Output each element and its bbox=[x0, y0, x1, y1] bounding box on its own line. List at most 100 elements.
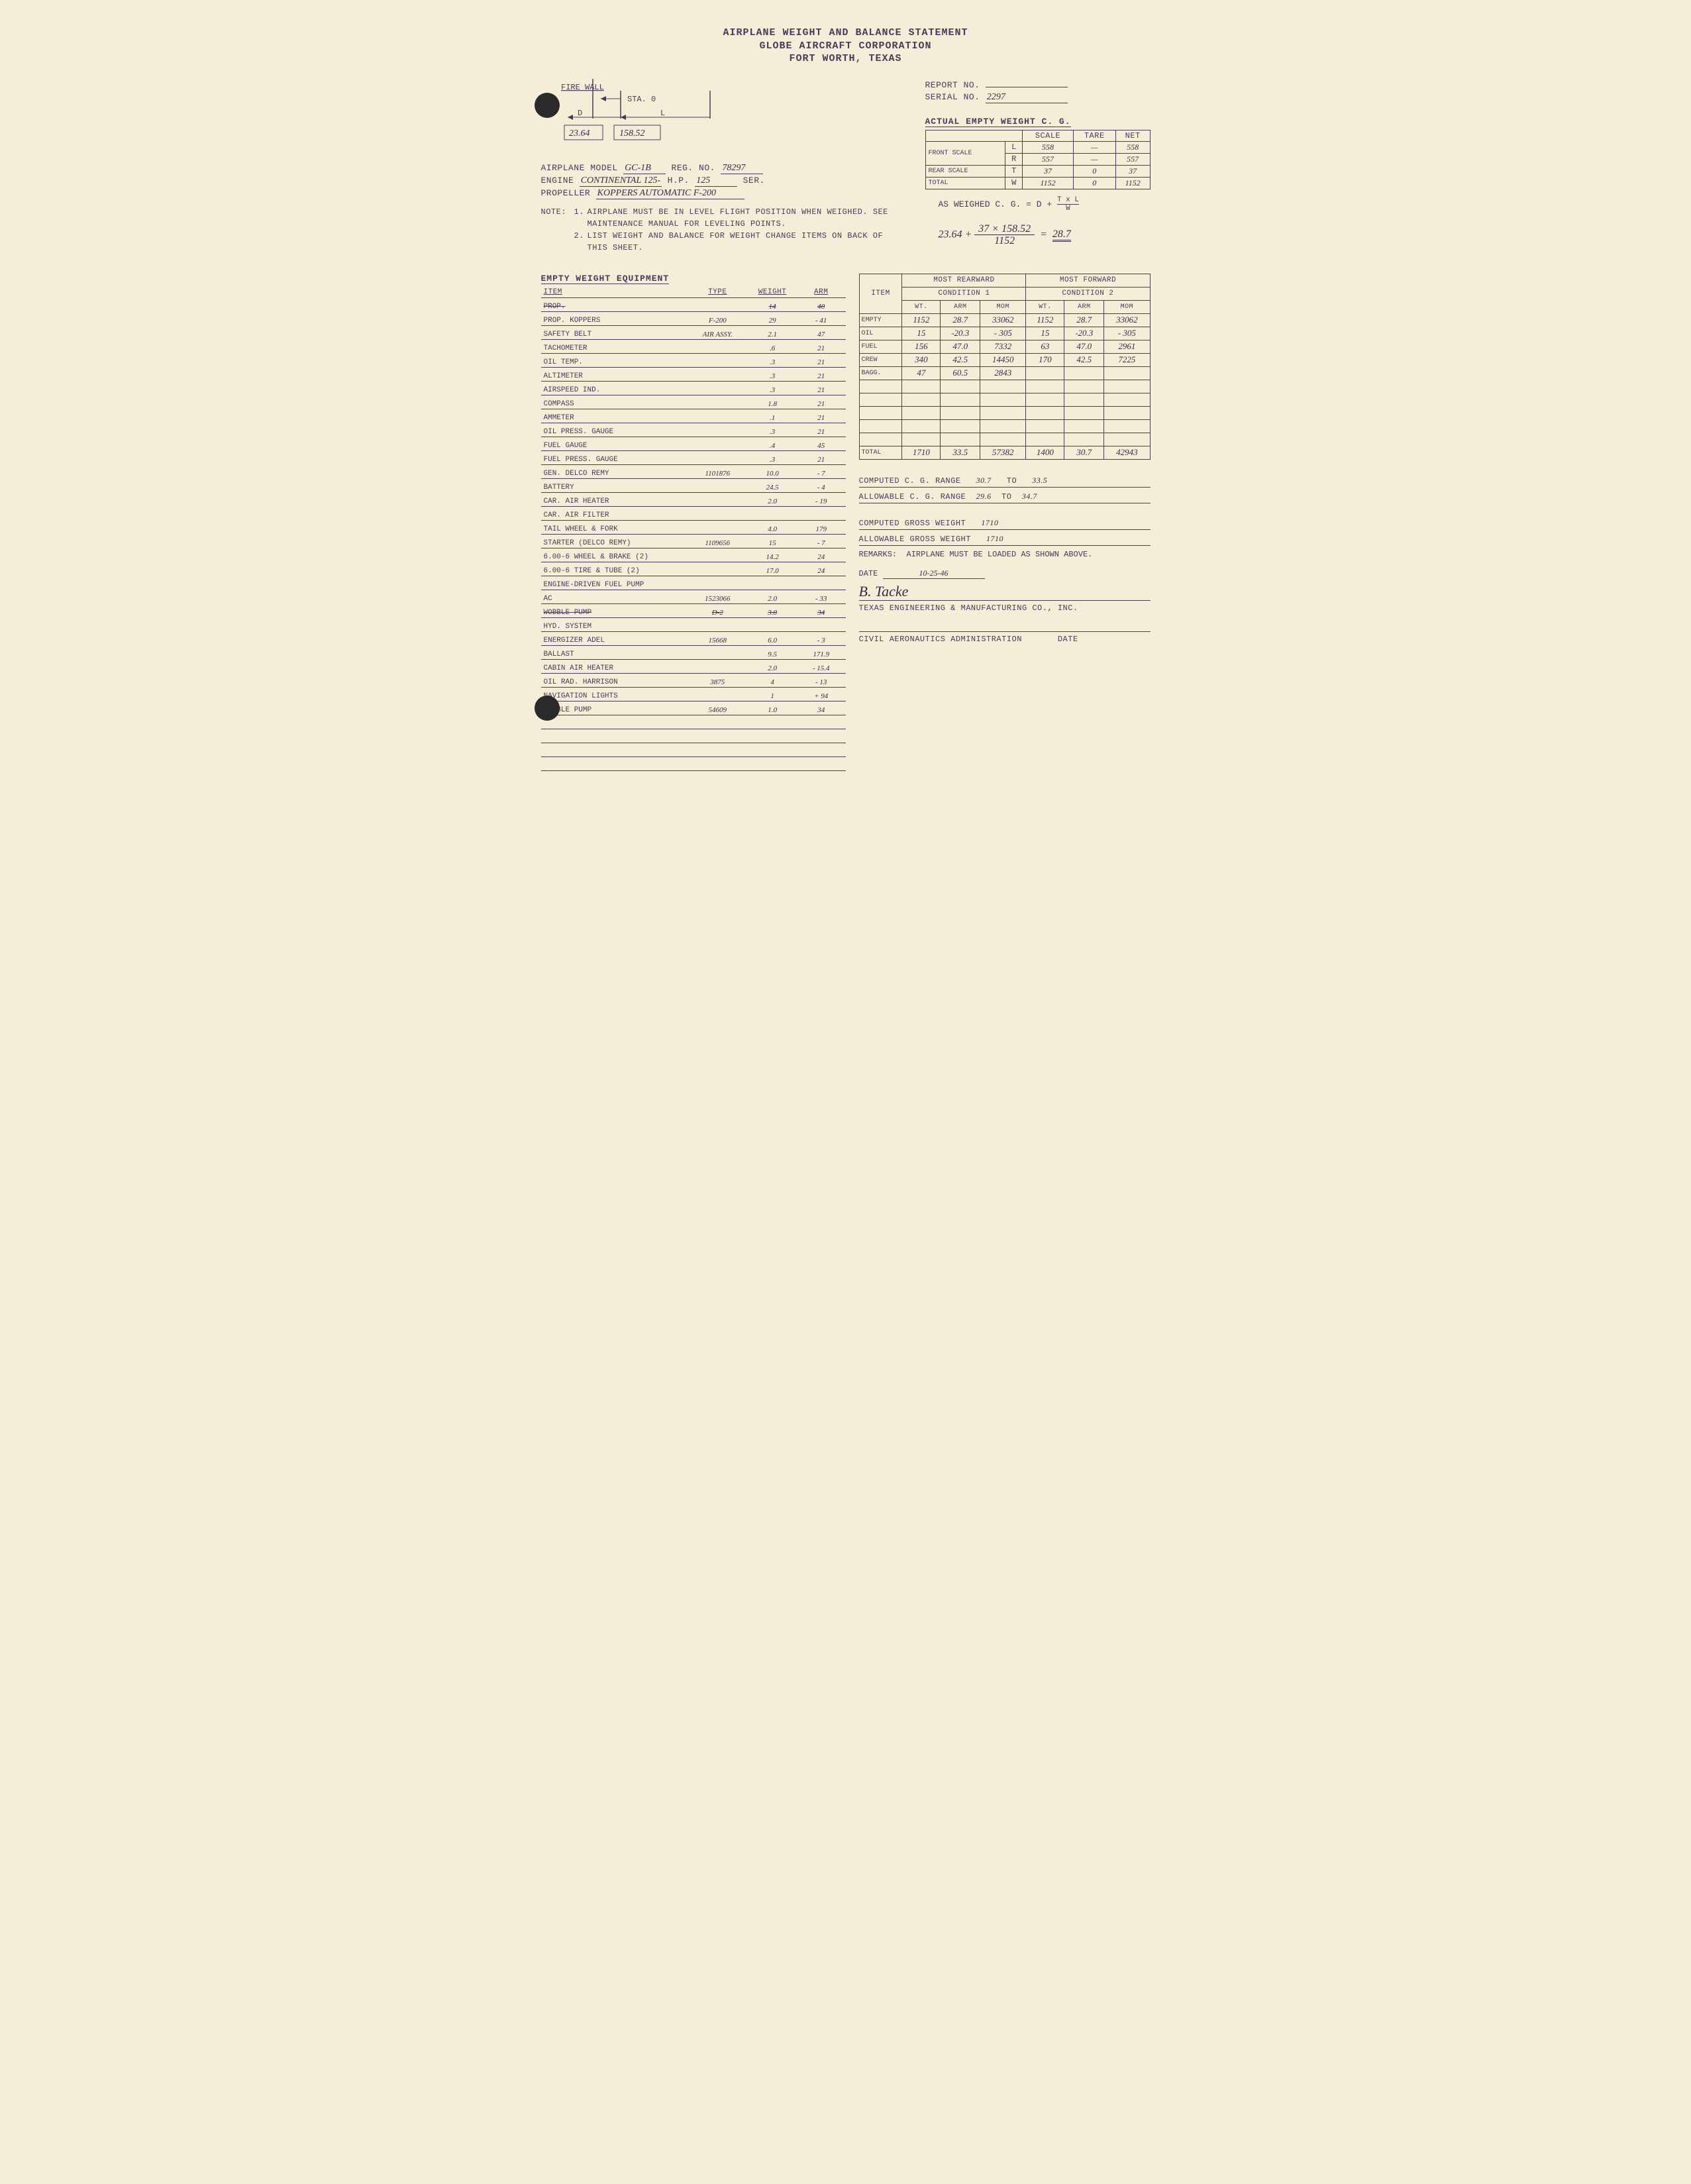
prop-value: KOPPERS AUTOMATIC F-200 bbox=[596, 188, 744, 199]
cg-range-label: COMPUTED C. G. RANGE bbox=[859, 476, 961, 486]
conditions-row bbox=[859, 393, 1150, 406]
punch-hole-top bbox=[535, 93, 560, 118]
cond-head-fwd-sub: CONDITION 2 bbox=[1026, 287, 1150, 300]
equipment-row: HYD. SYSTEM bbox=[541, 617, 846, 631]
note-2-text: LIST WEIGHT AND BALANCE FOR WEIGHT CHANG… bbox=[588, 230, 905, 254]
equipment-table: ITEM TYPE WEIGHT ARM PROP.1440PROP. KOPP… bbox=[541, 287, 846, 771]
calc-top: 37 × 158.52 bbox=[974, 223, 1035, 235]
conditions-row bbox=[859, 380, 1150, 393]
prop-label: PROPELLER bbox=[541, 188, 591, 198]
equipment-row: CABIN AIR HEATER2.0- 15.4 bbox=[541, 659, 846, 673]
equipment-row bbox=[541, 756, 846, 770]
allow-cg-to: 34.7 bbox=[1022, 492, 1037, 501]
conditions-row: BAGG.4760.52843 bbox=[859, 366, 1150, 380]
header-company: GLOBE AIRCRAFT CORPORATION bbox=[541, 40, 1151, 53]
conditions-row bbox=[859, 406, 1150, 419]
calc-bot: 1152 bbox=[994, 235, 1015, 246]
l-value: 158.52 bbox=[619, 129, 645, 138]
cond-rear-arm: ARM bbox=[941, 300, 980, 313]
equipment-row: WOBBLE PUMPD-23.034 bbox=[541, 603, 846, 617]
engine-value: CONTINENTAL 125- bbox=[580, 176, 662, 187]
conditions-row bbox=[859, 419, 1150, 433]
signer: TEXAS ENGINEERING & MANUFACTURING CO., I… bbox=[859, 603, 1151, 613]
equipment-row: TACHOMETER.621 bbox=[541, 339, 846, 353]
formula-bot: W bbox=[1066, 205, 1070, 213]
caa-date-label: DATE bbox=[1058, 635, 1078, 644]
conditions-row: EMPTY115228.733062115228.733062 bbox=[859, 313, 1150, 327]
notes-block: NOTE: 1. AIRPLANE MUST BE IN LEVEL FLIGH… bbox=[541, 206, 905, 254]
remarks-label: REMARKS: bbox=[859, 550, 897, 559]
cond-rear-mom: MOM bbox=[980, 300, 1026, 313]
allow-cg-from: 29.6 bbox=[976, 492, 992, 501]
formula-top: T x L bbox=[1057, 196, 1079, 204]
gross-label: COMPUTED GROSS WEIGHT bbox=[859, 519, 966, 528]
conditions-row: CREW34042.51445017042.57225 bbox=[859, 353, 1150, 366]
hp-label: H.P. bbox=[668, 176, 690, 185]
equipment-row: ENGINE-DRIVEN FUEL PUMP bbox=[541, 576, 846, 590]
equipment-row bbox=[541, 715, 846, 729]
equipment-row bbox=[541, 743, 846, 756]
equipment-row: ENERGIZER ADEL156686.0- 3 bbox=[541, 631, 846, 645]
equipment-row: ALTIMETER.321 bbox=[541, 367, 846, 381]
calc-plus: + bbox=[965, 229, 972, 240]
cond-col-item: ITEM bbox=[859, 274, 902, 313]
signature: B. Tacke bbox=[859, 583, 1151, 601]
model-label: AIRPLANE MODEL bbox=[541, 163, 618, 173]
equipment-row: AIRSPEED IND..321 bbox=[541, 381, 846, 395]
equipment-row: OIL PRESS. GAUGE.321 bbox=[541, 423, 846, 437]
note-1-text: AIRPLANE MUST BE IN LEVEL FLIGHT POSITIO… bbox=[588, 206, 905, 230]
l-label: L bbox=[660, 109, 665, 118]
cond-head-fwd: MOST FORWARD bbox=[1026, 274, 1150, 287]
formula-label: AS WEIGHED C. G. = D + bbox=[939, 199, 1052, 209]
actual-weight-row: TOTALW115201152 bbox=[925, 177, 1150, 189]
gross-value: 1710 bbox=[981, 518, 998, 527]
equipment-row bbox=[541, 729, 846, 743]
actual-weight-table: SCALE TARE NET FRONT SCALEL558—558R557—5… bbox=[925, 130, 1151, 189]
date-value: 10-25-46 bbox=[883, 568, 985, 579]
reg-label: REG. NO. bbox=[672, 163, 715, 173]
fire-wall-label: FIRE WALL bbox=[561, 83, 604, 92]
conditions-row: OIL15-20.3- 30515-20.3- 305 bbox=[859, 327, 1150, 340]
allow-gross-value: 1710 bbox=[986, 534, 1003, 543]
equipment-row: COMPASS1.821 bbox=[541, 395, 846, 409]
equipment-row: NAVIGATION LIGHTS1+ 94 bbox=[541, 687, 846, 701]
cond-head-rear-sub: CONDITION 1 bbox=[902, 287, 1026, 300]
cond-head-rear: MOST REARWARD bbox=[902, 274, 1026, 287]
equipment-row: GEN. DELCO REMY110187610.0- 7 bbox=[541, 464, 846, 478]
equipment-row: FUEL GAUGE.445 bbox=[541, 437, 846, 450]
note-label: NOTE: bbox=[541, 206, 574, 230]
cg-range-to: 33.5 bbox=[1032, 476, 1047, 485]
equipment-row: AMMETER.121 bbox=[541, 409, 846, 423]
reg-value: 78297 bbox=[721, 163, 763, 174]
conditions-row: FUEL15647.073326347.02961 bbox=[859, 340, 1150, 353]
calc-d: 23.64 bbox=[939, 229, 962, 240]
calc-result: 28.7 bbox=[1052, 229, 1071, 242]
equipment-row: CAR. AIR FILTER bbox=[541, 506, 846, 520]
document-header: AIRPLANE WEIGHT AND BALANCE STATEMENT GL… bbox=[541, 26, 1151, 66]
equipment-row: PROP.1440 bbox=[541, 297, 846, 311]
note-2-num: 2. bbox=[574, 230, 588, 254]
cond-rear-wt: WT. bbox=[902, 300, 941, 313]
equipment-title: EMPTY WEIGHT EQUIPMENT bbox=[541, 274, 670, 284]
allow-cg-label: ALLOWABLE C. G. RANGE bbox=[859, 492, 966, 501]
ser-label: SER. bbox=[743, 176, 765, 185]
equipment-row: OIL RAD. HARRISON38754- 13 bbox=[541, 673, 846, 687]
calc-eq: = bbox=[1040, 229, 1047, 240]
equipment-row: BATTERY24.5- 4 bbox=[541, 478, 846, 492]
equipment-row: TAIL WHEEL & FORK4.0179 bbox=[541, 520, 846, 534]
actual-weight-title: ACTUAL EMPTY WEIGHT C. G. bbox=[925, 117, 1071, 127]
scale-col: SCALE bbox=[1023, 130, 1073, 141]
firewall-diagram: FIRE WALL STA. 0 D L 23.64 158.52 bbox=[541, 79, 727, 158]
equipment-row: 6.00-6 TIRE & TUBE (2)17.024 bbox=[541, 562, 846, 576]
equipment-row: WOBBLE PUMP546091.034 bbox=[541, 701, 846, 715]
engine-label: ENGINE bbox=[541, 176, 574, 185]
equip-col-item: ITEM bbox=[541, 287, 688, 298]
serial-no-value: 2297 bbox=[986, 92, 1068, 103]
date-label: DATE bbox=[859, 569, 878, 578]
equip-col-arm: ARM bbox=[797, 287, 846, 298]
header-title: AIRPLANE WEIGHT AND BALANCE STATEMENT bbox=[541, 26, 1151, 40]
equipment-row: SAFETY BELTAIR ASSY.2.147 bbox=[541, 325, 846, 339]
punch-hole-bottom bbox=[535, 696, 560, 721]
d-label: D bbox=[578, 109, 582, 118]
equip-col-weight: WEIGHT bbox=[748, 287, 797, 298]
